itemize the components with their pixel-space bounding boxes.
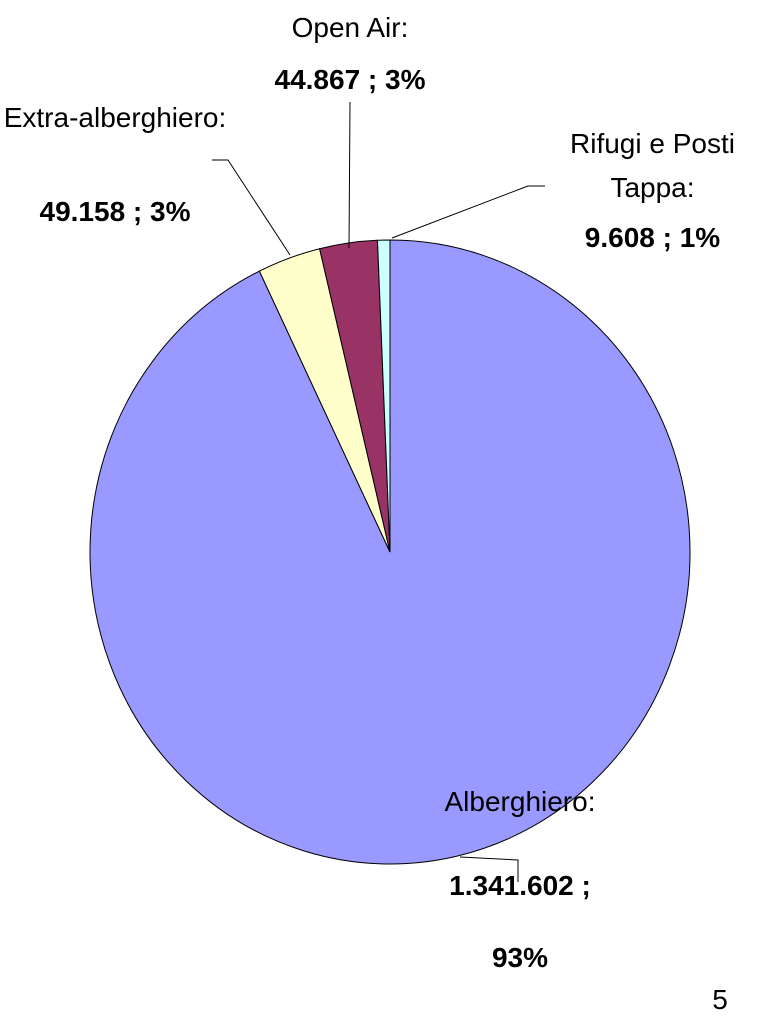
leader-line [348,101,351,249]
page-number: 5 [712,984,728,1015]
pie-slice [376,239,391,553]
slice-value-label: 9.608 ; 1% [584,222,721,253]
slice-label: Open Air: [291,12,409,43]
pie [89,239,691,865]
leader-lines [212,101,545,882]
slice-label: Rifugi e Posti Tappa: [570,128,735,203]
slice-value-label: 44.867 ; 3% [274,64,426,95]
leader-line [212,159,291,256]
slice-value-label: 1.341.602 ; 93% [449,870,591,973]
slice-value-label: 49.158 ; 3% [39,196,191,227]
slice-label: Extra-alberghiero: [3,102,227,133]
leader-line [391,185,545,239]
leader-line [459,856,519,882]
slice-label: Alberghiero: [444,786,596,817]
